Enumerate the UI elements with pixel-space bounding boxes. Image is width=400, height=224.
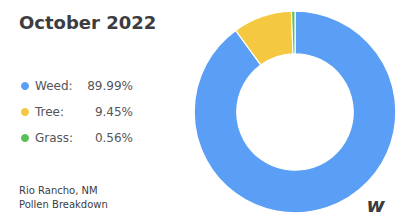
svg-text:Rio Rancho, NM: Rio Rancho, NM — [19, 185, 98, 196]
svg-text:0.56%: 0.56% — [95, 131, 133, 145]
svg-text:Weed:: Weed: — [35, 79, 73, 93]
svg-text:October 2022: October 2022 — [19, 12, 156, 33]
svg-text:Tree:: Tree: — [34, 105, 64, 119]
svg-text:w: w — [367, 193, 386, 217]
svg-text:9.45%: 9.45% — [95, 105, 133, 119]
svg-text:89.99%: 89.99% — [87, 79, 133, 93]
svg-text:Pollen Breakdown: Pollen Breakdown — [19, 199, 108, 210]
svg-text:Grass:: Grass: — [35, 131, 73, 145]
